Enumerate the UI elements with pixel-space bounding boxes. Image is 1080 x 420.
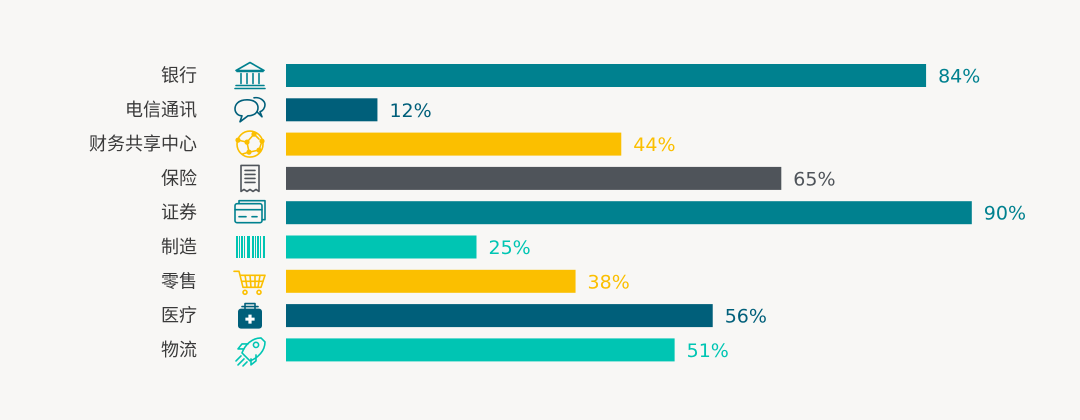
shopping-cart-icon	[233, 270, 266, 296]
category-label: 财务共享中心	[89, 134, 197, 155]
bar	[286, 269, 576, 293]
value-label: 25%	[489, 237, 531, 259]
category-label: 物流	[161, 340, 197, 361]
value-label: 90%	[984, 203, 1026, 225]
barcode-icon	[236, 236, 265, 258]
bank-icon	[234, 61, 266, 90]
value-label: 56%	[725, 306, 767, 328]
category-label: 电信通讯	[125, 100, 197, 121]
value-label: 65%	[793, 168, 835, 190]
medical-kit-icon	[238, 302, 262, 329]
bar	[286, 201, 972, 225]
value-label: 84%	[938, 66, 980, 88]
value-label: 44%	[633, 134, 675, 156]
category-label: 零售	[161, 271, 197, 292]
bar	[286, 235, 477, 259]
bar	[286, 132, 622, 156]
bar	[286, 98, 378, 122]
rocket-icon	[235, 337, 266, 367]
value-label: 51%	[687, 340, 729, 362]
bar	[286, 338, 675, 362]
category-label: 银行	[161, 66, 197, 87]
category-label: 证券	[161, 203, 197, 224]
globe-network-icon	[235, 130, 265, 158]
category-label: 制造	[161, 237, 197, 258]
receipt-icon	[240, 164, 260, 193]
bar	[286, 64, 927, 87]
bar	[286, 304, 713, 328]
value-label: 12%	[389, 100, 431, 122]
category-label: 医疗	[161, 306, 197, 327]
chat-bubbles-icon	[234, 96, 266, 123]
category-label: 保险	[161, 168, 197, 189]
bar	[286, 166, 782, 190]
value-label: 38%	[588, 271, 630, 293]
credit-card-icon	[234, 199, 266, 224]
